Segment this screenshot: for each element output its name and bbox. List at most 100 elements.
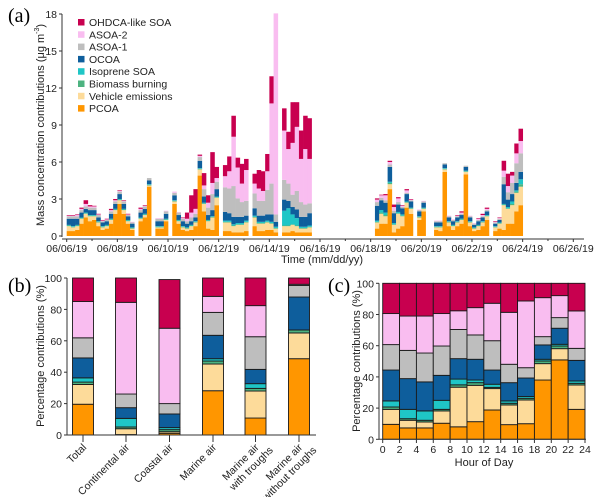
series-biomass-burning-segment [206,220,211,222]
series-vehicle-emissions-segment [155,227,160,229]
panel-b-x-tick-label: Total [65,442,89,466]
series-isoprene-soa-segment [391,223,397,225]
series-biomass-burning-segment [104,225,110,227]
series-vehicle-emissions-segment [252,217,258,227]
panel-c-bar-asoa-2 [449,310,468,330]
series-asoa-2-segment [210,182,215,195]
series-asoa-2-segment [294,126,300,191]
series-ocoa-segment [163,213,169,219]
series-asoa-1-segment [383,200,388,203]
series-asoa-2-segment [472,223,477,224]
series-vehicle-emissions-segment [298,228,304,233]
series-biomass-burning-segment [438,226,443,228]
series-ocoa-segment [96,217,101,222]
series-biomass-burning-segment [252,216,258,218]
series-ocoa-segment [434,222,439,227]
series-vehicle-emissions-segment [104,226,110,229]
panel-c-bar-asoa-2 [483,302,502,342]
series-ocoa-segment [467,217,473,222]
series-asoa-1-segment [214,181,220,190]
panel-c-bar-vehicle-emissions [517,399,535,425]
series-biomass-burning-segment [159,226,165,228]
series-isoprene-soa-segment [70,226,76,227]
series-biomass-burning-segment [142,214,148,216]
series-vehicle-emissions-segment [125,221,131,224]
series-isoprene-soa-segment [239,223,245,225]
series-biomass-burning-segment [472,227,477,229]
series-isoprene-soa-segment [159,226,165,227]
series-ohdca-like-soa-segment [92,205,97,207]
panel-b-x-tick-label-line: Marine air [178,441,220,483]
series-ocoa-segment [459,215,464,219]
panel-c-bar-vehicle-emissions [500,404,519,426]
series-isoprene-soa-segment [434,226,439,227]
series-ohdca-like-soa-segment [383,194,388,196]
series-asoa-2-segment [96,214,101,216]
series-asoa-2-segment [121,200,127,202]
series-biomass-burning-segment [125,220,131,222]
panel-b-bar-pcoa [244,417,267,436]
panel-c-bar-vehicle-emissions [415,421,434,429]
series-asoa-2-segment [290,142,296,195]
series-vehicle-emissions-segment [235,224,241,233]
series-asoa-2-segment [286,149,291,184]
series-asoa-1-segment [83,206,89,209]
legend-swatch-biomass-burning [78,80,85,87]
series-pcoa-segment [294,232,300,236]
series-vehicle-emissions-segment [83,213,89,218]
panel-b-bar-ohdca-like-soa [288,277,310,285]
series-vehicle-emissions-segment [408,208,414,214]
panel-c-bar-pcoa [432,422,451,440]
series-biomass-burning-segment [408,208,414,209]
series-asoa-1-segment [163,211,169,214]
series-biomass-burning-segment [417,216,422,218]
series-biomass-burning-segment [184,227,190,229]
series-isoprene-soa-segment [480,221,486,222]
panel-c-bar-pcoa [517,423,535,440]
series-vehicle-emissions-segment [146,185,152,187]
series-asoa-1-segment [197,157,203,161]
panel-c-bar-vehicle-emissions [567,384,586,410]
panel-a-x-tick-label: 06/26/19 [553,243,594,255]
panel-c-bar-pcoa [500,424,519,440]
series-vehicle-emissions-segment [176,221,182,224]
series-pcoa-segment [404,207,410,236]
series-pcoa-segment [222,231,228,236]
series-vehicle-emissions-segment [197,169,203,176]
series-asoa-2-segment [79,208,84,211]
series-asoa-1-segment [438,221,443,223]
series-ohdca-like-soa-segment [222,165,228,177]
panel-b-y-tick-label: 40 [50,367,62,379]
series-ohdca-like-soa-segment [510,171,515,176]
series-ohdca-like-soa-segment [497,217,502,219]
series-ocoa-segment [201,196,207,203]
series-isoprene-soa-segment [252,215,258,217]
panel-b-bar-vehicle-emissions [115,428,137,435]
series-ocoa-segment [176,215,182,220]
series-ocoa-segment [501,184,507,204]
series-asoa-2-segment [459,212,464,214]
panel-c-bar-asoa-1 [567,347,586,361]
panel-c-x-tick-label: 16 [512,444,524,456]
panel-c-bar-asoa-1 [415,352,434,383]
panel-c-bar-vehicle-emissions [382,408,401,425]
panel-b-x-tick-label: Marine air [178,441,220,483]
series-vehicle-emissions-segment [130,228,135,230]
series-asoa-1-segment [108,211,114,214]
series-ohdca-like-soa-segment [282,108,287,131]
series-asoa-2-segment [197,155,203,158]
series-ocoa-segment [142,208,148,214]
series-vehicle-emissions-segment [450,226,456,230]
panel-c-bar-isoprene-soa [415,410,434,421]
series-asoa-2-segment [100,220,105,222]
panel-c-bar-vehicle-emissions [533,363,552,381]
series-isoprene-soa-segment [260,221,266,224]
series-isoprene-soa-segment [197,168,203,169]
panel-a-y-axis-title-sup: -3 [34,28,41,34]
series-pcoa-segment [239,232,245,236]
series-biomass-burning-segment [294,225,300,227]
series-ocoa-segment [387,166,393,182]
series-isoprene-soa-segment [303,226,308,228]
